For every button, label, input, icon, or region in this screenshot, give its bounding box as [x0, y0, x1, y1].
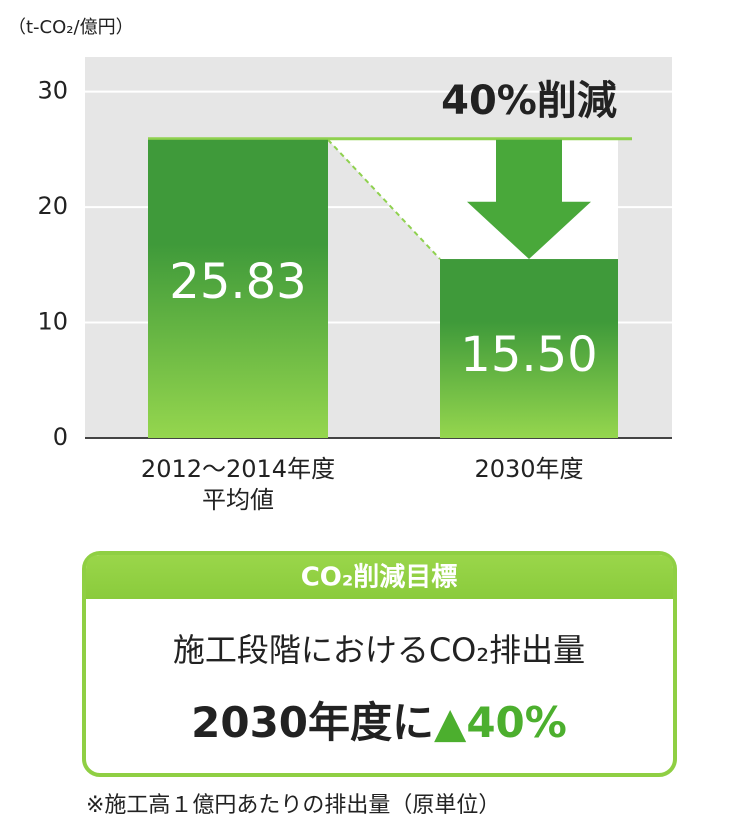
target-box [82, 551, 677, 777]
x-tick-label-line: 平均値 [202, 486, 274, 514]
annotation: 40%削減 [441, 78, 617, 124]
footnote: ※施工高１億円あたりの排出量（原単位） [86, 793, 500, 818]
y-tick-label: 0 [53, 423, 68, 451]
x-tick-label-line: 2030年度 [474, 455, 583, 483]
bar [440, 259, 618, 438]
y-tick-label: 10 [37, 308, 68, 336]
target-line1: 施工段階におけるCO₂排出量 [173, 631, 585, 669]
target-title: CO₂削減目標 [301, 563, 458, 593]
x-tick-label: 2012～2014年度平均値 [141, 455, 335, 514]
bar [148, 139, 328, 438]
reduction-arrow [467, 139, 591, 260]
target-line2-highlight: ▲40% [434, 698, 567, 747]
target-line2: 2030年度に▲40% [191, 698, 567, 747]
connector-line [327, 139, 441, 260]
target-line2-prefix: 2030年度に [191, 698, 434, 747]
value-label: 15.50 [460, 327, 597, 383]
x-tick-label-line: 2012～2014年度 [141, 455, 335, 483]
value-label: 25.83 [169, 254, 306, 310]
target-box-header [86, 555, 673, 599]
y-tick-label: 30 [37, 77, 68, 105]
unit-label: （t-CO₂/億円） [8, 17, 134, 38]
y-tick-label: 20 [37, 192, 68, 220]
x-tick-label: 2030年度 [474, 455, 583, 483]
